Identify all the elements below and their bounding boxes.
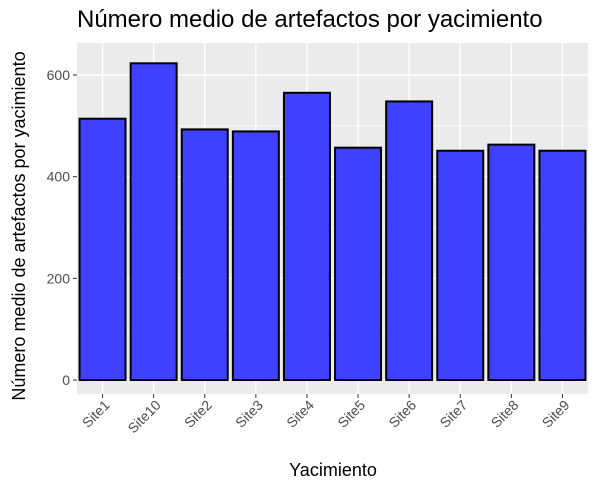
- x-tick-label: Site10: [124, 397, 164, 437]
- y-axis: 0 200 400 600: [47, 67, 77, 388]
- bar-site7: [436, 149, 485, 381]
- bar-site2: [180, 128, 229, 381]
- x-tick-label: Site8: [488, 397, 522, 431]
- x-tick-label: Site9: [539, 397, 573, 431]
- x-tick-label: Site1: [79, 397, 113, 431]
- bar-site1: [78, 117, 127, 381]
- bar-site8: [487, 143, 536, 381]
- y-tick-label: 0: [62, 372, 70, 388]
- y-axis-label: Número medio de artefactos por yacimient…: [9, 51, 29, 400]
- x-axis-label: Yacimiento: [289, 460, 377, 480]
- bar-site6: [385, 100, 434, 382]
- bar-site9: [538, 149, 587, 381]
- x-tick-label: Site7: [436, 397, 470, 431]
- x-tick-label: Site4: [283, 397, 317, 431]
- y-tick-label: 400: [47, 169, 71, 185]
- x-tick-label: Site2: [181, 397, 215, 431]
- x-tick-label: Site3: [232, 397, 266, 431]
- y-tick-label: 600: [47, 67, 71, 83]
- bar-site4: [282, 91, 331, 382]
- bar-site3: [231, 130, 280, 381]
- x-tick-label: Site6: [385, 397, 419, 431]
- bar-site5: [334, 146, 383, 381]
- bar-site10: [129, 62, 178, 382]
- y-tick-label: 200: [47, 270, 71, 286]
- bars: [78, 62, 587, 382]
- x-tick-label: Site5: [334, 397, 368, 431]
- x-axis: Site1 Site10 Site2 Site3 Site4 Site5 Site6 Site…: [79, 394, 573, 436]
- chart-title: Número medio de artefactos por yacimient…: [77, 6, 543, 33]
